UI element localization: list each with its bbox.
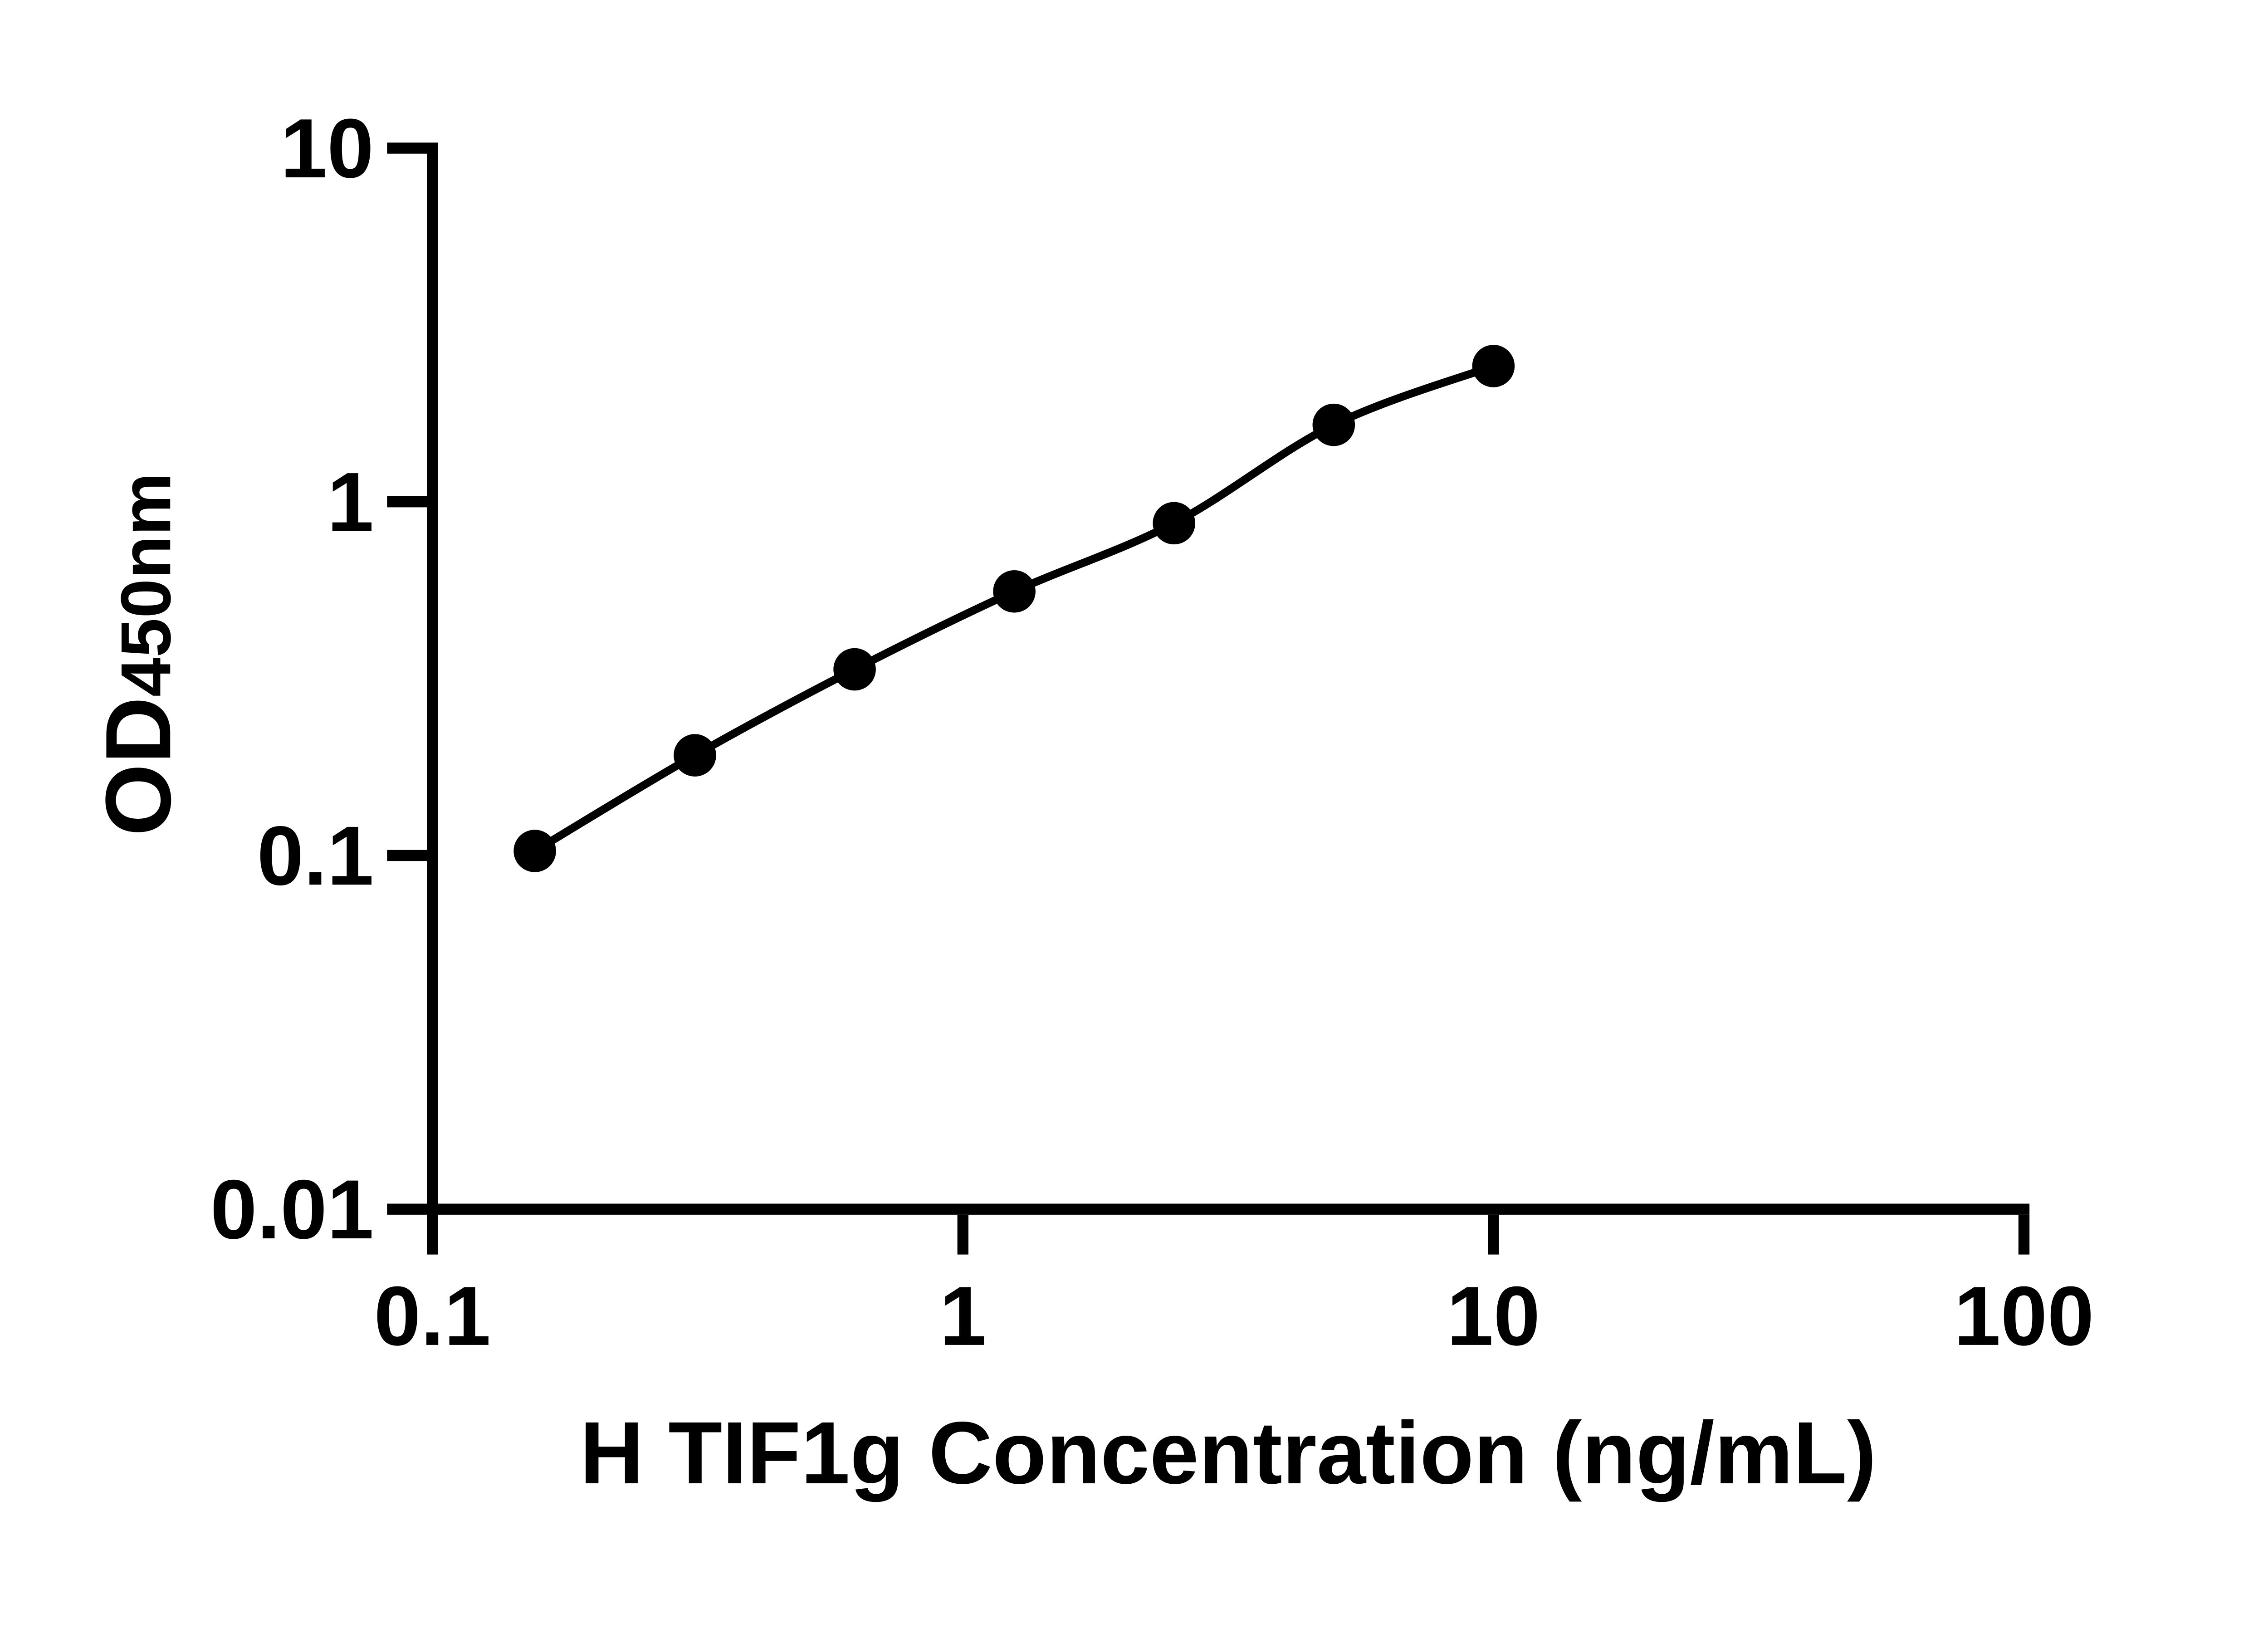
data-point xyxy=(513,830,556,872)
x-tick-label: 100 xyxy=(1954,1269,2094,1363)
data-points xyxy=(513,345,1515,872)
x-axis-tick-labels: 0.1 1 10 100 xyxy=(374,1269,2094,1363)
y-tick-label: 0.01 xyxy=(210,1163,374,1257)
y-tick-label: 1 xyxy=(327,455,374,549)
y-axis-tick-labels: 0.01 0.1 1 10 xyxy=(210,102,374,1257)
y-axis-title: OD450nm xyxy=(87,473,190,836)
elisa-standard-curve-figure: 0.01 0.1 1 10 0.1 1 10 100 H TIF1g Concentrati… xyxy=(87,101,2094,1502)
data-point xyxy=(833,648,876,691)
y-axis-title-main: OD xyxy=(87,697,190,836)
y-axis-title-subscript: 450nm xyxy=(107,473,186,697)
data-point xyxy=(1472,345,1515,387)
x-tick-label: 10 xyxy=(1447,1269,1540,1363)
data-point xyxy=(993,570,1036,613)
data-point xyxy=(674,734,716,777)
data-point xyxy=(1153,502,1196,545)
data-point xyxy=(1312,403,1355,446)
y-tick-label: 0.1 xyxy=(257,809,374,903)
y-tick-label: 10 xyxy=(280,102,374,196)
x-tick-label: 0.1 xyxy=(374,1269,491,1363)
x-axis-title: H TIF1g Concentration (ng/mL) xyxy=(580,1404,1877,1502)
x-axis-ticks xyxy=(427,1214,2030,1255)
x-tick-label: 1 xyxy=(939,1269,986,1363)
y-axis-ticks xyxy=(387,142,427,1215)
